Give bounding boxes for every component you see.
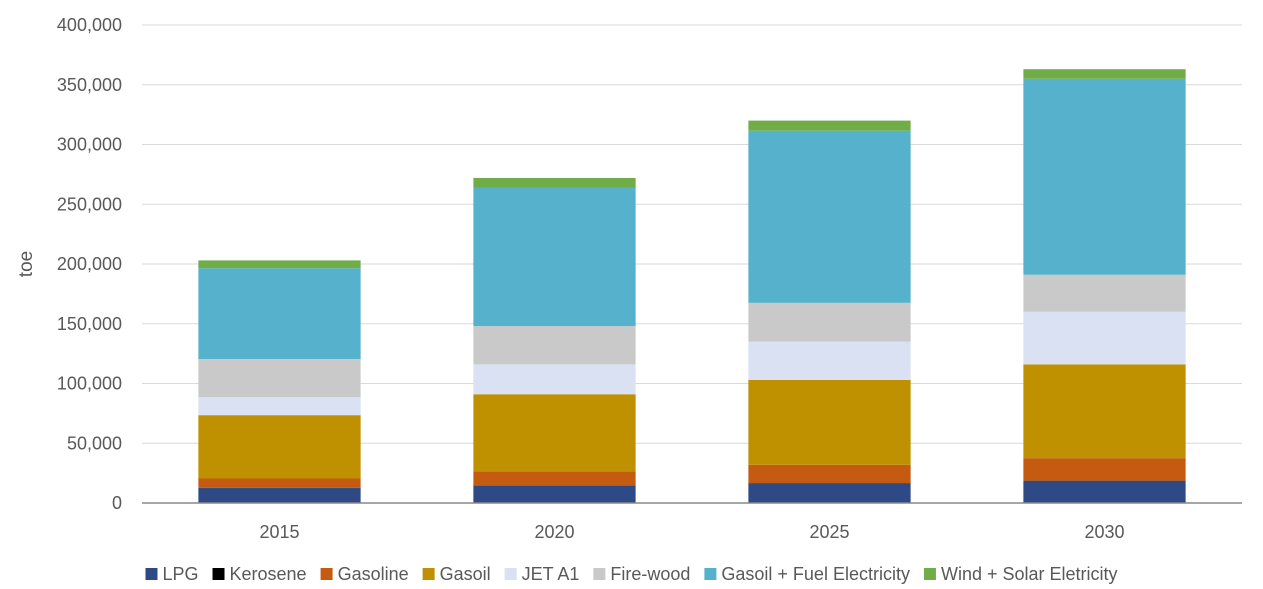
bar-segment-wind-solar-eletricity-2030 xyxy=(1023,69,1186,79)
bar-segment-jet-a1-2015 xyxy=(198,397,361,416)
bar-segment-gasoline-2020 xyxy=(473,471,636,486)
bar-segment-gasoil-fuel-electricity-2020 xyxy=(473,187,636,327)
legend-item: Wind + Solar Eletricity xyxy=(923,564,1118,584)
y-tick-label: 300,000 xyxy=(57,135,122,155)
y-tick-label: 0 xyxy=(112,493,122,513)
y-tick-label: 350,000 xyxy=(57,75,122,95)
bar-segment-jet-a1-2030 xyxy=(1023,311,1186,365)
bar-segment-lpg-2020 xyxy=(473,485,636,503)
bar-segment-wind-solar-eletricity-2025 xyxy=(748,120,911,131)
bar-segment-gasoil-2025 xyxy=(748,379,911,465)
x-tick-label: 2015 xyxy=(259,522,299,542)
x-tick-label: 2025 xyxy=(809,522,849,542)
bar-segment-gasoil-2030 xyxy=(1023,364,1186,459)
legend-item: Gasoline xyxy=(320,564,409,584)
legend-swatch xyxy=(422,568,435,580)
legend-item: LPG xyxy=(145,564,199,584)
y-tick-labels: 0 50,000 100,000 150,000 200,000 250,000 300,0… xyxy=(57,15,122,513)
legend-item: Gasoil xyxy=(422,564,491,584)
y-tick-label: 150,000 xyxy=(57,314,122,334)
legend-label: Gasoline xyxy=(338,564,409,584)
y-tick-label: 200,000 xyxy=(57,254,122,274)
bar-segment-gasoil-2020 xyxy=(473,394,636,472)
bar-segment-wind-solar-eletricity-2020 xyxy=(473,177,636,188)
bar-segment-gasoil-fuel-electricity-2025 xyxy=(748,130,911,303)
y-tick-label: 50,000 xyxy=(67,433,122,453)
bar-segment-gasoil-2015 xyxy=(198,415,361,479)
y-tick-label: 100,000 xyxy=(57,374,122,394)
bar-segment-gasoline-2025 xyxy=(748,464,911,484)
legend-swatch xyxy=(923,568,936,580)
bar-segment-lpg-2030 xyxy=(1023,480,1186,503)
legend-label: Gasoil xyxy=(440,564,491,584)
bar-segment-lpg-2015 xyxy=(198,488,361,503)
legend-swatch xyxy=(504,568,517,580)
legend-item: Fire-wood xyxy=(593,564,690,584)
legend-label: LPG xyxy=(162,564,198,584)
bar-segment-fire-wood-2015 xyxy=(198,359,361,398)
legend-swatch xyxy=(320,568,333,580)
legend-item: Kerosene xyxy=(212,564,307,584)
legend-label: Wind + Solar Eletricity xyxy=(941,564,1118,584)
legend-item: Gasoil + Fuel Electricity xyxy=(704,564,910,584)
bar-segment-gasoline-2030 xyxy=(1023,458,1186,481)
x-tick-label: 2020 xyxy=(534,522,574,542)
legend-swatch xyxy=(593,568,606,580)
y-tick-label: 250,000 xyxy=(57,194,122,214)
bar-segment-jet-a1-2025 xyxy=(748,341,911,380)
legend-swatch xyxy=(145,568,158,580)
x-tick-labels: 2015 2020 2025 2030 xyxy=(259,522,1124,542)
bar-segment-fire-wood-2020 xyxy=(473,326,636,365)
legend: LPG Kerosene Gasoline Gasoil JET A1 Fire-wood… xyxy=(145,564,1118,584)
legend-label: Fire-wood xyxy=(610,564,690,584)
y-axis-title: toe xyxy=(16,251,37,277)
bar-segment-lpg-2025 xyxy=(748,483,911,503)
legend-label: JET A1 xyxy=(522,564,580,584)
bars xyxy=(198,69,1186,503)
bar-segment-wind-solar-eletricity-2015 xyxy=(198,260,361,269)
legend-item: JET A1 xyxy=(504,564,580,584)
legend-label: Kerosene xyxy=(230,564,307,584)
legend-label: Gasoil + Fuel Electricity xyxy=(721,564,910,584)
x-tick-label: 2030 xyxy=(1084,522,1124,542)
bar-segment-gasoline-2015 xyxy=(198,478,361,488)
bar-segment-fire-wood-2030 xyxy=(1023,274,1186,312)
bar-segment-gasoil-fuel-electricity-2030 xyxy=(1023,78,1186,275)
y-tick-label: 400,000 xyxy=(57,15,122,35)
legend-swatch xyxy=(212,568,225,580)
bar-segment-fire-wood-2025 xyxy=(748,302,911,342)
bar-segment-gasoil-fuel-electricity-2015 xyxy=(198,268,361,360)
legend-swatch xyxy=(704,568,717,580)
bar-segment-jet-a1-2020 xyxy=(473,364,636,395)
